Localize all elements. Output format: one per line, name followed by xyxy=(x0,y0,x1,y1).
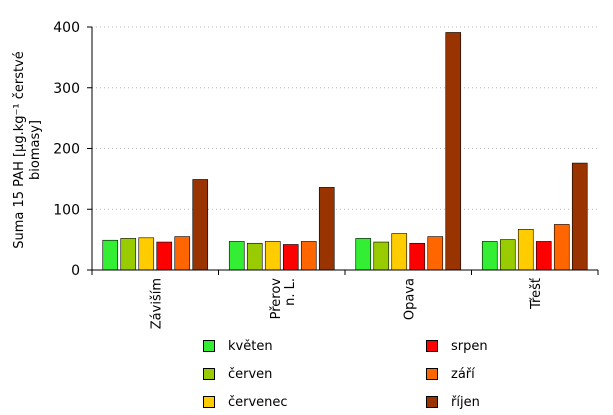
y-tick-labels: 0 100 200 300 400 xyxy=(53,20,80,279)
x-category-label-line: Opava xyxy=(402,278,417,320)
bar xyxy=(138,237,155,271)
y-tick-label: 100 xyxy=(53,202,80,218)
axes xyxy=(87,26,599,275)
bar xyxy=(391,233,408,271)
y-axis-label-line: Suma 15 PAH [µg.kg⁻¹ čerstvé xyxy=(12,51,27,249)
bar xyxy=(535,241,552,271)
bar xyxy=(318,187,335,271)
bar xyxy=(300,241,317,271)
x-category-label-line: n. L. xyxy=(283,278,298,306)
bar xyxy=(427,236,444,271)
bar xyxy=(571,162,588,271)
bar xyxy=(355,238,372,271)
y-axis-label: Suma 15 PAH [µg.kg⁻¹ čerstvébiomasy] xyxy=(12,51,43,249)
bar xyxy=(445,32,462,271)
x-category-label-line: Záviším xyxy=(149,278,164,329)
x-category-label-line: Třešť xyxy=(529,278,544,310)
x-category-label: Záviším xyxy=(149,278,164,329)
y-gridlines xyxy=(92,26,598,210)
x-category-label: Přerov n. L. xyxy=(269,278,298,320)
bar xyxy=(174,236,191,271)
x-category-label: Třešť xyxy=(529,278,544,310)
x-category-label-line: Přerov xyxy=(269,278,284,320)
x-category-label: Opava xyxy=(402,278,417,320)
bar xyxy=(373,241,390,271)
bar xyxy=(282,244,299,271)
y-tick-label: 200 xyxy=(53,142,80,158)
bar xyxy=(499,239,516,271)
y-tick-label: 0 xyxy=(71,263,80,279)
bar xyxy=(553,224,570,271)
bar xyxy=(409,242,426,271)
bar xyxy=(156,241,173,271)
y-axis-label-line: biomasy] xyxy=(28,120,43,180)
bar xyxy=(120,238,137,271)
x-category-labels: Záviším Přerov n. L. Opava Třešť xyxy=(149,278,544,330)
bar xyxy=(246,242,263,271)
bar xyxy=(517,228,534,271)
bar-marks xyxy=(102,32,588,271)
bar xyxy=(264,241,281,271)
bar xyxy=(102,239,119,271)
y-tick-label: 400 xyxy=(53,20,80,36)
y-tick-label: 300 xyxy=(53,81,80,97)
bar xyxy=(192,179,209,271)
bar xyxy=(228,241,245,271)
bar xyxy=(481,241,498,271)
